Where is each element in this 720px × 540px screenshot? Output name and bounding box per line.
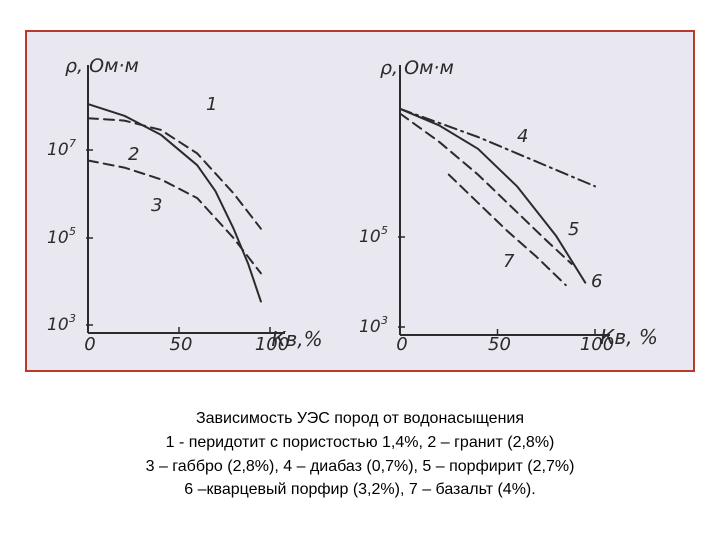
x-tick-label: 0 bbox=[84, 334, 95, 355]
series-label-6: 6 bbox=[591, 271, 602, 292]
series-line-5 bbox=[399, 112, 573, 265]
series-label-7: 7 bbox=[503, 251, 515, 272]
y-tick-label: 10 bbox=[359, 317, 381, 337]
y-tick-exponent: 5 bbox=[381, 224, 388, 237]
series-line-2 bbox=[87, 103, 262, 303]
y-tick-label: 10 bbox=[47, 228, 69, 248]
x-tick-label: 0 bbox=[396, 334, 407, 355]
caption-legend-line-2: 3 – габбро (2,8%), 4 – диабаз (0,7%), 5 … bbox=[145, 458, 575, 475]
series-label-5: 5 bbox=[568, 219, 579, 240]
y-tick-exponent: 5 bbox=[69, 225, 76, 238]
x-tick-label: 50 bbox=[170, 334, 193, 355]
series-label-3: 3 bbox=[151, 195, 162, 216]
caption-legend-line-1: 1 - перидотит с пористостью 1,4%, 2 – гр… bbox=[165, 434, 555, 451]
series-line-1 bbox=[87, 117, 262, 230]
x-tick-label: 50 bbox=[488, 334, 511, 355]
series-line-4 bbox=[399, 107, 596, 188]
x-axis-label: Кв,% bbox=[271, 327, 322, 351]
y-tick-exponent: 7 bbox=[69, 137, 76, 150]
y-axis-label: ρ, Ом·м bbox=[380, 57, 454, 79]
photo-frame bbox=[25, 30, 695, 372]
x-tick-label: 100 bbox=[580, 334, 614, 355]
series-line-6 bbox=[399, 107, 587, 284]
y-tick-label: 10 bbox=[47, 315, 69, 335]
series-line-7 bbox=[447, 173, 567, 287]
series-line-3 bbox=[87, 159, 262, 275]
x-axis-label: Кв, % bbox=[600, 325, 658, 349]
y-tick-exponent: 3 bbox=[69, 312, 76, 325]
y-tick-label: 10 bbox=[47, 140, 69, 160]
x-tick-label: 100 bbox=[255, 334, 289, 355]
y-axis-label: ρ, Ом·м bbox=[65, 55, 139, 77]
caption-title: Зависимость УЭС пород от водонасыщения bbox=[195, 410, 525, 427]
series-label-2: 2 bbox=[128, 144, 139, 165]
series-label-1: 1 bbox=[206, 94, 217, 115]
series-label-4: 4 bbox=[517, 126, 528, 147]
caption-legend-line-3: 6 –кварцевый порфир (3,2%), 7 – базальт … bbox=[184, 481, 536, 498]
y-tick-exponent: 3 bbox=[381, 314, 388, 327]
y-tick-label: 10 bbox=[359, 227, 381, 247]
